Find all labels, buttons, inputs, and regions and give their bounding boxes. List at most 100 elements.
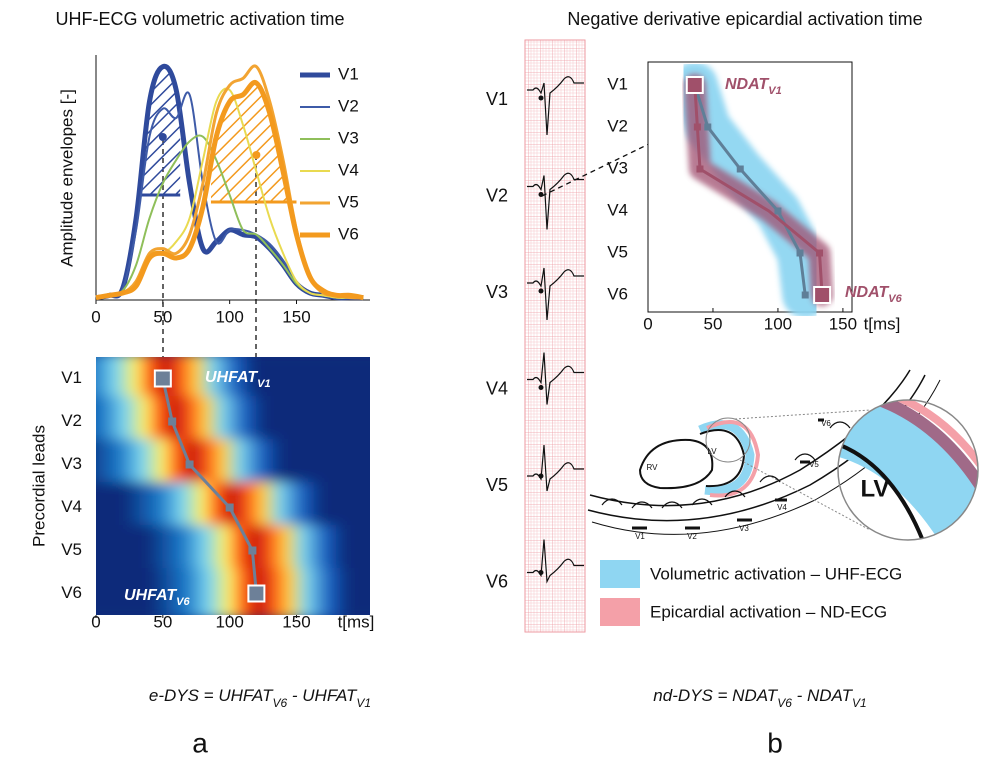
anatomy-label: V5 [809,460,819,469]
y-tick-label: V5 [607,242,628,261]
x-tick-label: 150 [829,314,857,333]
x-tick-label: 0 [91,612,100,631]
x-tick-label: 50 [704,314,723,333]
activation-marker [168,417,177,426]
y-axis-label: Precordial leads [29,425,48,547]
formula-sub: V6 [777,696,792,710]
ecg-lead-label: V6 [486,571,508,591]
anatomy-label: V6 [821,419,831,428]
ecg-marker [538,385,544,390]
ecg-trace [527,539,584,584]
hatch-area [138,66,181,195]
ecg-marker [538,570,544,575]
formula-sub: V1 [356,696,371,710]
y-tick-label: V5 [61,540,82,559]
y-axis-label: Amplitude envelopes [-] [57,89,76,267]
x-tick-label: 100 [215,612,243,631]
ecg-trace [527,76,584,136]
ecg-marker [538,288,544,294]
activation-marker [225,503,234,512]
anatomy-label: V3 [739,524,749,533]
annotation-text: NDAT [725,76,769,93]
anatomy-label: V1 [635,532,645,541]
legend-label: Volumetric activation – UHF-ECG [650,564,902,583]
panel-b-title: Negative derivative epicardial activatio… [567,9,922,29]
heat-row [96,525,370,576]
annotation-sub: V6 [176,596,190,608]
x-tick-label: 100 [215,307,243,326]
x-axis-label: t[ms] [864,314,901,333]
ecg-trace [527,352,584,405]
activation-marker [153,369,172,388]
formula-sub: V6 [272,696,287,710]
y-tick-label: V2 [607,116,628,135]
x-tick-label: 50 [153,612,172,631]
y-tick-label: V2 [61,411,82,430]
y-tick-label: V3 [607,158,628,177]
y-tick-label: V6 [61,583,82,602]
x-axis-label: t[ms] [338,612,375,631]
ribs [601,421,851,509]
ecg-trace [527,172,584,230]
activation-marker [736,165,744,173]
x-tick-label: 50 [153,307,172,326]
panel-label: a [192,727,208,758]
y-tick-label: V6 [607,284,628,303]
anatomy [587,369,979,541]
annotation: NDATV1 [725,76,782,97]
marker [252,151,261,159]
y-tick-label: V1 [607,74,628,93]
hatch-area [210,82,290,202]
ecg-grid [524,39,586,633]
activation-marker [247,584,266,603]
rv [638,438,714,490]
zoom-pink [869,400,978,517]
panel-a-title: UHF-ECG volumetric activation time [55,9,344,29]
x-tick-label: 100 [764,314,792,333]
formula-a: e-DYS = UHFATV6 - UHFATV1 [149,686,371,710]
activation-marker [816,249,824,257]
legend-swatch [600,598,640,626]
x-tick-label: 0 [91,307,100,326]
annotation: UHFATV6 [124,587,190,608]
x-tick-label: 0 [643,314,652,333]
legend-label: V5 [338,192,359,211]
activation-marker [693,123,701,131]
lv-wall-pink [706,420,761,498]
zoom-label: LV [861,475,890,502]
heatmap [96,357,370,615]
x-tick-label: 150 [282,307,310,326]
ecg-strip [524,39,586,633]
ecg-trace [527,444,584,492]
activation-marker [813,286,832,304]
lv-wall-blue [698,420,755,496]
y-tick-label: V1 [61,368,82,387]
legend-label: V6 [338,224,359,243]
activation-line [693,84,807,296]
ecg-lead-label: V5 [486,475,508,495]
legend-label: V2 [338,96,359,115]
annotation: UHFATV1 [205,369,271,390]
zoom-line [734,409,871,531]
legend-label: V1 [338,64,359,83]
activation-marker [696,165,704,173]
activation-marker [774,207,782,215]
annotation-text: UHFAT [124,587,177,604]
activation-line [693,84,824,296]
x-tick-label: 150 [282,612,310,631]
ecg-lead-label: V1 [486,89,508,109]
formula-b: nd-DYS = NDATV6 - NDATV1 [653,686,866,710]
annotation-text: NDAT [845,284,889,301]
heat-row [96,396,370,447]
activation-marker [685,76,704,94]
anatomy-label: LV [707,447,717,456]
activation-marker [185,460,194,469]
y-tick-label: V3 [61,454,82,473]
activation-marker [704,123,712,131]
activation-marker [248,546,257,555]
marker [158,133,167,141]
annotation: NDATV6 [845,284,903,305]
activation-line [161,378,258,594]
legend-label: Epicardial activation – ND-ECG [650,602,887,621]
